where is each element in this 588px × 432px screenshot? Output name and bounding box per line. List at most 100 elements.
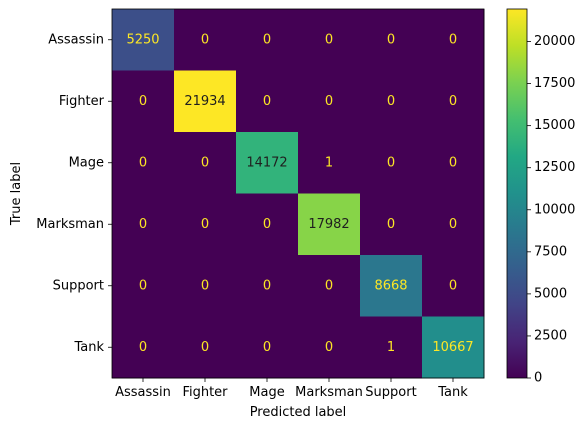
heatmap-cell <box>422 316 485 379</box>
heatmap-cell <box>422 70 485 133</box>
heatmap-cell <box>298 70 361 133</box>
heatmap-cell <box>174 70 237 133</box>
y-tick-label: Marksman <box>36 217 104 232</box>
heatmap-cell <box>360 9 423 71</box>
heatmap-cell <box>422 132 485 194</box>
colorbar-tick-label: 17500 <box>534 76 575 91</box>
x-tick-label: Marksman <box>295 385 363 400</box>
cell-value-label: 0 <box>387 217 395 232</box>
cell-value-label: 0 <box>325 94 333 109</box>
y-tick-label: Support <box>53 278 104 293</box>
cell-value-label: 0 <box>263 278 271 293</box>
heatmap-cell <box>298 316 361 379</box>
cell-value-label: 0 <box>201 278 209 293</box>
cell-value-label: 0 <box>263 217 271 232</box>
cell-value-label: 5250 <box>126 32 159 47</box>
heatmap-cell <box>422 9 485 71</box>
plot-frame <box>111 8 485 379</box>
colorbar-tick-label: 20000 <box>534 34 575 49</box>
heatmap-cell <box>174 255 237 317</box>
cell-value-label: 0 <box>387 94 395 109</box>
colorbar-tick-label: 2500 <box>534 328 567 343</box>
heatmap-cell <box>360 316 423 379</box>
heatmap-cell <box>174 132 237 194</box>
colorbar-tick-label: 0 <box>534 371 542 386</box>
cell-value-label: 0 <box>201 32 209 47</box>
colorbar-tick-label: 7500 <box>534 244 567 259</box>
heatmap-cell <box>236 255 299 317</box>
heatmap-cell <box>112 132 175 194</box>
y-axis-title: True label <box>9 162 24 226</box>
heatmap-cell <box>236 132 299 194</box>
heatmap-cell <box>174 316 237 379</box>
cell-value-label: 0 <box>449 278 457 293</box>
cell-value-label: 1 <box>325 155 333 170</box>
heatmap-cell <box>298 9 361 71</box>
cell-value-label: 0 <box>387 155 395 170</box>
cell-value-label: 0 <box>201 155 209 170</box>
y-tick-label: Assassin <box>48 32 104 47</box>
x-tick-label: Support <box>365 385 416 400</box>
x-axis-ticks: Assassin Fighter Mage Marksman Support Tank <box>115 378 468 400</box>
heatmap-cell <box>236 193 299 256</box>
cell-value-label: 0 <box>139 94 147 109</box>
heatmap-cell <box>236 9 299 71</box>
colorbar-tick-label: 12500 <box>534 160 575 175</box>
cell-value-label: 0 <box>449 32 457 47</box>
cell-value-label: 0 <box>325 278 333 293</box>
cell-value-label: 17982 <box>308 217 349 232</box>
y-axis-ticks: Assassin Fighter Mage Marksman Support Tank <box>36 32 112 355</box>
cell-value-label: 0 <box>325 340 333 355</box>
colorbar-frame <box>506 8 528 379</box>
heatmap-cell <box>112 316 175 379</box>
heatmap-cell <box>360 255 423 317</box>
cell-value-label: 0 <box>387 32 395 47</box>
cell-value-label: 0 <box>449 217 457 232</box>
x-tick-label: Fighter <box>182 385 228 400</box>
cell-value-label: 0 <box>263 94 271 109</box>
heatmap-cell <box>112 193 175 256</box>
colorbar-ticks: 0 2500 5000 7500 10000 12500 15000 17500 20000 <box>527 34 575 386</box>
cell-value-label: 0 <box>139 340 147 355</box>
cell-value-label: 8668 <box>374 278 407 293</box>
cell-value-label: 0 <box>449 155 457 170</box>
heatmap-cell <box>174 193 237 256</box>
heatmap-cell <box>298 132 361 194</box>
cell-value-label: 0 <box>139 155 147 170</box>
colorbar-tick-label: 10000 <box>534 202 575 217</box>
x-tick-label: Assassin <box>115 385 171 400</box>
colorbar-tick-label: 15000 <box>534 118 575 133</box>
y-tick-label: Fighter <box>59 94 105 109</box>
heatmap-cell <box>236 70 299 133</box>
heatmap-cell <box>422 255 485 317</box>
cell-value-label: 0 <box>263 340 271 355</box>
heatmap-cell <box>360 70 423 133</box>
heatmap-cell <box>422 193 485 256</box>
cell-value-label: 0 <box>139 217 147 232</box>
heatmap-cell-labels: 5250 0 0 0 0 0 0 21934 0 0 0 0 0 0 14172 1 0 0 0 0 0 17982 0 0 0… <box>126 32 473 355</box>
heatmap-cell <box>298 193 361 256</box>
cell-value-label: 1 <box>387 340 395 355</box>
heatmap-cell <box>360 193 423 256</box>
cell-value-label: 0 <box>449 94 457 109</box>
y-tick-label: Tank <box>73 340 104 355</box>
cell-value-label: 21934 <box>184 94 225 109</box>
x-tick-label: Tank <box>437 385 468 400</box>
x-tick-label: Mage <box>249 385 284 400</box>
cell-value-label: 0 <box>325 32 333 47</box>
heatmap-cell <box>174 9 237 71</box>
cell-value-label: 10667 <box>432 340 473 355</box>
heatmap-cell <box>236 316 299 379</box>
x-axis-title: Predicted label <box>250 405 347 420</box>
heatmap-cell <box>112 9 175 71</box>
colorbar <box>507 9 527 378</box>
cell-value-label: 0 <box>201 217 209 232</box>
heatmap-cell <box>112 70 175 133</box>
cell-value-label: 0 <box>139 278 147 293</box>
heatmap-cell <box>298 255 361 317</box>
heatmap-cell <box>360 132 423 194</box>
cell-value-label: 0 <box>201 340 209 355</box>
cell-value-label: 14172 <box>246 155 287 170</box>
colorbar-tick-label: 5000 <box>534 286 567 301</box>
